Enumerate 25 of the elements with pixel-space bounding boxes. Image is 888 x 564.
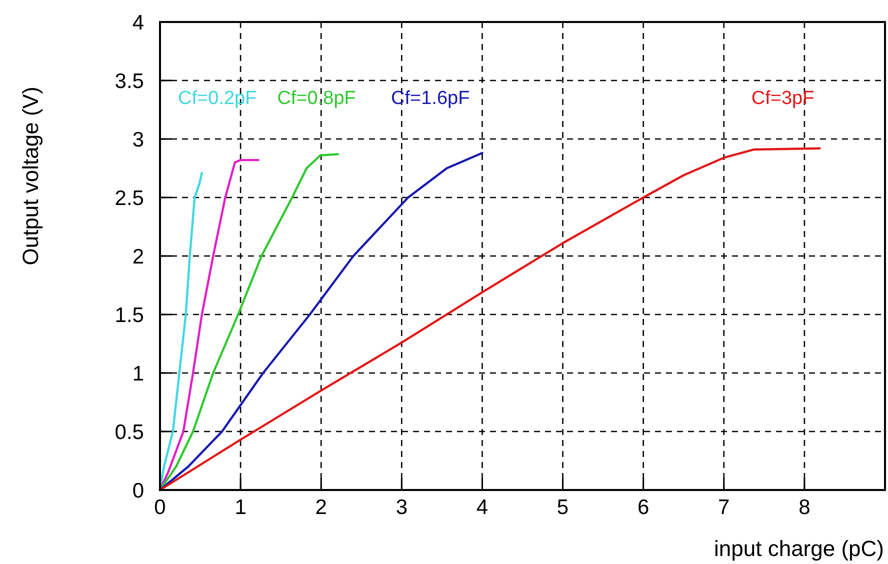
y-tick-label: 0 [132,479,144,502]
text: Cf=0.2pF [178,88,257,109]
y-tick-label: 1 [132,362,144,386]
x-axis-title: input charge (pC) [714,536,884,561]
text: Cf=1.6pF [391,88,470,109]
x-tick-label: 7 [718,496,730,519]
x-tick-label: 8 [798,496,810,519]
x-tick-label: 0 [154,496,166,519]
y-axis-title: Output voltage (V) [18,86,43,266]
y-tick-label: 1.5 [114,304,144,327]
text: Cf=0.8pF [277,88,356,109]
y-tick-label: 2 [132,245,144,268]
y-tick-label: 2.5 [114,186,144,210]
x-tick-label: 5 [556,496,569,519]
y-tick-label: 3 [132,128,144,152]
x-tick-label: 3 [396,496,408,519]
x-tick-label: 6 [637,496,650,519]
x-tick-label: 2 [315,496,327,519]
x-tick-label: 1 [234,496,246,519]
x-tick-label: 4 [476,496,488,519]
y-tick-label: 0.5 [114,420,144,444]
y-tick-label: 4 [132,11,144,34]
y-tick-label: 3.5 [114,70,144,93]
line-series [158,147,821,492]
text: Cf=3pF [751,88,814,109]
